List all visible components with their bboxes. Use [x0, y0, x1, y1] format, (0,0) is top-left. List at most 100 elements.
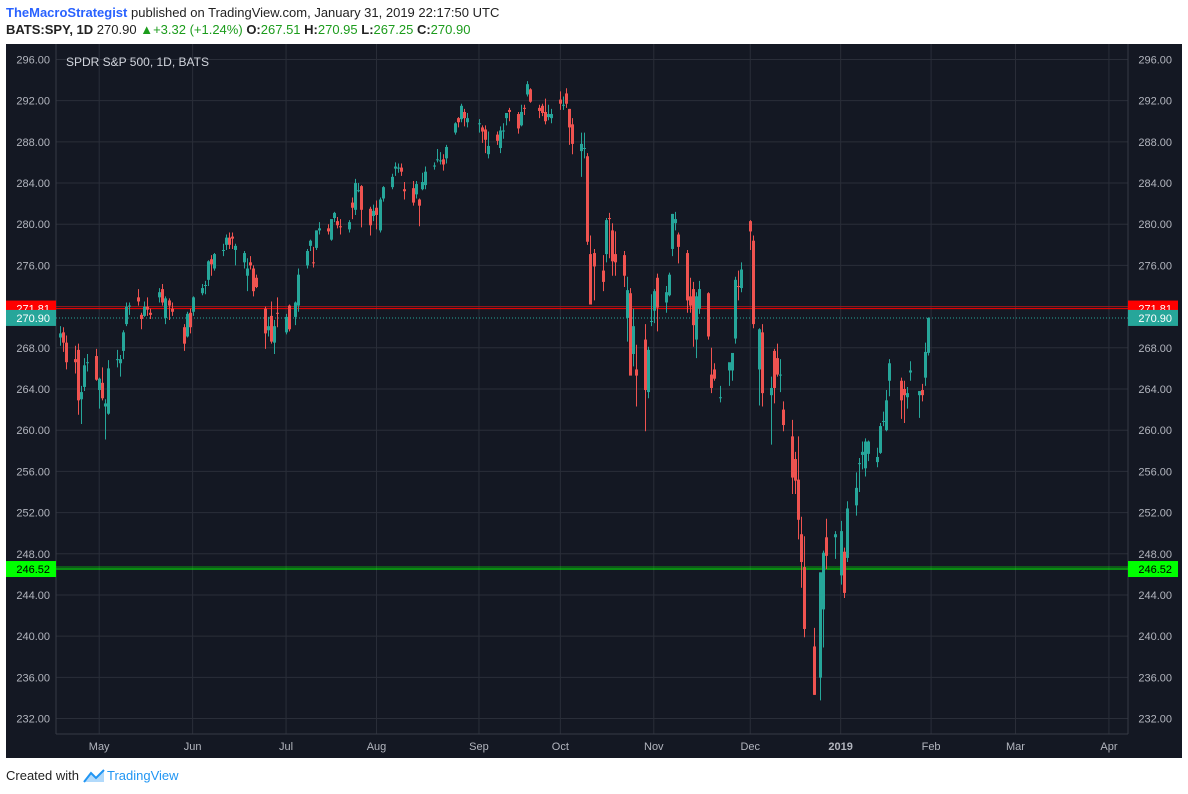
price-tick-label: 292.00 — [16, 96, 50, 108]
candle-body — [800, 534, 803, 563]
candle-body — [143, 306, 146, 316]
candle-body — [243, 253, 246, 263]
candle-body — [791, 436, 794, 478]
candle-body — [840, 531, 843, 576]
candle-body — [168, 300, 171, 306]
left-price-axis[interactable] — [6, 44, 56, 734]
candle-body — [571, 124, 574, 144]
price-tick-label: 260.00 — [16, 425, 50, 437]
close-value: 270.90 — [430, 22, 471, 37]
time-tick-label: Oct — [552, 741, 569, 753]
low-label: L: — [361, 22, 374, 37]
candle-body — [192, 297, 195, 312]
candle-body — [794, 459, 797, 481]
footer: Created with TradingView — [6, 768, 179, 783]
candle-body — [98, 378, 101, 391]
candle-body — [713, 369, 716, 379]
candle-body — [149, 312, 152, 315]
candle-body — [758, 329, 761, 370]
candle-body — [189, 312, 192, 328]
time-tick-label: Dec — [740, 741, 760, 753]
price-tick-label: 296.00 — [1138, 54, 1172, 66]
tradingview-logo-icon[interactable] — [83, 768, 105, 783]
price-tick-label: 264.00 — [1138, 384, 1172, 396]
candle-body — [924, 351, 927, 378]
candle-body — [550, 114, 553, 119]
time-tick-label: Jun — [184, 741, 202, 753]
price-line-label: 270.90 — [1138, 313, 1172, 325]
candle-body — [107, 368, 110, 414]
candle-body — [734, 279, 737, 339]
candle-body — [457, 118, 460, 123]
candle-body — [568, 108, 571, 128]
candle-body — [339, 226, 342, 228]
candle-body — [86, 362, 89, 364]
candle-body — [306, 251, 309, 266]
candle-body — [547, 114, 550, 118]
candle-body — [101, 382, 104, 399]
candle-body — [858, 463, 861, 465]
price-tick-label: 252.00 — [16, 508, 50, 520]
candle-body — [650, 321, 653, 323]
candle-body — [909, 370, 912, 373]
price-line-badge — [6, 309, 56, 326]
candle-body — [116, 359, 119, 361]
candle-body — [484, 129, 487, 140]
price-tick-label: 232.00 — [16, 714, 50, 726]
candle-body — [267, 326, 270, 331]
candle-body — [855, 487, 858, 506]
candle-body — [593, 253, 596, 267]
candle-body — [692, 289, 695, 326]
candle-body — [653, 291, 656, 311]
last-price: 270.90 — [96, 22, 137, 37]
candle-body — [695, 296, 698, 340]
candle-body — [481, 127, 484, 132]
candle-body — [436, 159, 439, 161]
candle-body — [665, 292, 668, 303]
candle-body — [677, 234, 680, 247]
candle-body — [418, 199, 421, 206]
candle-body — [843, 551, 846, 593]
price-tick-label: 260.00 — [1138, 425, 1172, 437]
author-link[interactable]: TheMacroStrategist — [6, 5, 128, 20]
candle-body — [336, 221, 339, 226]
candle-body — [397, 167, 400, 169]
candle-body — [80, 392, 83, 400]
candle-body — [146, 306, 149, 310]
candle-body — [140, 314, 143, 319]
candle-body — [752, 240, 755, 325]
price-tick-label: 256.00 — [1138, 466, 1172, 478]
candle-body — [740, 269, 743, 289]
candle-body — [846, 508, 849, 558]
tradingview-brand[interactable]: TradingView — [106, 768, 179, 783]
candle-body — [626, 290, 629, 318]
candle-body — [309, 240, 312, 246]
time-tick-label: Aug — [367, 741, 387, 753]
candle-body — [813, 646, 816, 695]
candle-body — [605, 220, 608, 255]
candle-body — [276, 312, 279, 314]
candle-body — [864, 441, 867, 469]
candle-body — [249, 262, 252, 266]
candle-body — [731, 352, 734, 371]
right-price-axis[interactable] — [1128, 44, 1182, 734]
candle-body — [876, 456, 879, 463]
price-line-badge — [1128, 309, 1178, 326]
candle-body — [403, 189, 406, 192]
candle-body — [161, 289, 164, 303]
price-tick-label: 296.00 — [16, 54, 50, 66]
candle-body — [782, 409, 785, 426]
low-value: 267.25 — [373, 22, 414, 37]
open-label: O: — [246, 22, 261, 37]
close-label: C: — [416, 22, 431, 37]
candle-body — [222, 249, 225, 251]
publish-header: TheMacroStrategist published on TradingV… — [6, 5, 499, 20]
candle-body — [921, 390, 924, 396]
candle-body — [903, 389, 906, 396]
candle-body — [520, 111, 523, 126]
candle-body — [647, 349, 650, 393]
candle-body — [318, 228, 321, 231]
created-with-text: Created with — [6, 768, 79, 783]
